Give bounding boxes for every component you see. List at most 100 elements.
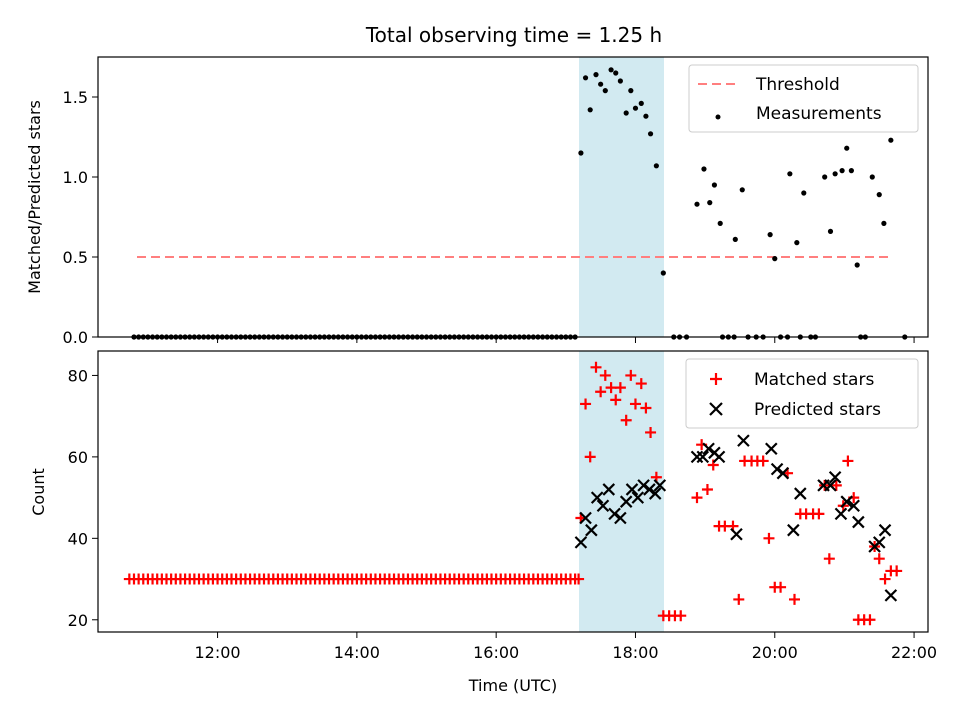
measurement-point (888, 137, 894, 143)
measurement-point (732, 236, 738, 242)
measurement-point (602, 88, 608, 94)
measurement-point (587, 107, 593, 113)
measurement-point (707, 200, 713, 206)
matched-star-point (873, 553, 885, 565)
matched-star-point (775, 581, 787, 593)
bottom-x-tick-label: 14:00 (334, 643, 380, 662)
measurements-legend-swatch (715, 114, 721, 120)
measurement-point (767, 232, 773, 238)
predicted-star-point (712, 450, 726, 464)
matched-star-point (763, 532, 775, 544)
measurements-legend-label: Measurements (756, 104, 882, 124)
predicted-star-point (824, 479, 837, 492)
matched-star-point (823, 553, 835, 565)
bottom-legend: Matched stars Predicted stars (685, 358, 919, 429)
predicted-star-point (602, 483, 616, 496)
matched-star-point (757, 455, 769, 467)
predicted-star-point (794, 487, 807, 500)
top-y-tick-label: 1.5 (63, 88, 88, 107)
matched-star-point (701, 483, 713, 495)
measurement-point (839, 168, 845, 174)
measurement-point (787, 171, 793, 177)
bottom-x-tick-label: 20:00 (752, 643, 798, 662)
predicted-star-point (787, 523, 800, 537)
predicted-star-point (884, 589, 898, 602)
predicted-star-point (648, 487, 662, 500)
predicted-star-point (872, 536, 886, 549)
predicted-star-point (637, 479, 650, 492)
bottom-y-tick-label: 40 (68, 529, 88, 548)
predicted-star-point (847, 499, 860, 513)
bottom-x-tick-label: 18:00 (612, 643, 658, 662)
matched-legend-label: Matched stars (754, 370, 874, 390)
threshold-legend-label: Threshold (755, 75, 840, 95)
measurement-point (827, 228, 834, 234)
predicted-star-point (765, 442, 778, 456)
measurement-point (772, 256, 778, 262)
top-legend: Threshold Measurements (688, 64, 919, 133)
matched-star-point (789, 593, 801, 605)
predicted-star-point (770, 462, 784, 476)
matched-star-point (691, 492, 703, 504)
predicted-star-point (614, 511, 627, 525)
predicted-star-point (625, 483, 639, 496)
matched-star-point (584, 451, 596, 463)
measurement-point (822, 174, 828, 180)
predicted-star-point (631, 491, 645, 504)
predicted-star-point (619, 495, 633, 508)
measurement-point (876, 192, 882, 198)
matched-star-point (573, 573, 585, 585)
matched-star-point (813, 508, 825, 520)
top-legend-box (688, 64, 919, 133)
measurement-point (801, 190, 807, 196)
measurement-point (647, 131, 654, 137)
predicted-star-point (696, 450, 710, 464)
bottom-y-tick-label: 20 (68, 611, 88, 630)
top-y-ticks: 0.0 0.5 1.0 1.5 (63, 88, 98, 347)
matched-star-point (842, 455, 854, 467)
predicted-star-point (730, 527, 743, 541)
predicted-star-point (596, 499, 610, 513)
matched-star-point (580, 398, 592, 410)
bottom-y-axis-label: Count (29, 468, 48, 516)
predicted-star-point (608, 507, 621, 521)
chart-title: Total observing time = 1.25 h (365, 23, 662, 47)
bottom-x-tick-label: 12:00 (195, 643, 241, 662)
matched-star-point (595, 386, 607, 398)
matched-star-point (635, 378, 647, 390)
matched-star-point (675, 610, 687, 622)
measurement-point (794, 240, 800, 246)
bottom-y-tick-label: 80 (68, 366, 88, 385)
predicted-star-point (878, 523, 892, 537)
predicted-star-point (828, 470, 842, 484)
bottom-plot-frame (97, 350, 929, 633)
bottom-x-ticks: 12:00 14:00 16:00 18:00 20:00 22:00 (195, 632, 937, 662)
predicted-star-point (737, 434, 750, 447)
bottom-legend-box (685, 358, 919, 429)
top-x-ticks (217, 337, 915, 343)
predicted-star-point (852, 515, 865, 529)
predicted-star-point (776, 466, 790, 480)
top-y-axis-label: Matched/Predicted stars (25, 100, 44, 294)
measurement-point (739, 187, 745, 193)
measurement-point (632, 105, 639, 111)
measurement-point (608, 67, 614, 73)
matched-star-point (605, 382, 617, 394)
bottom-observing-window (579, 351, 664, 632)
measurement-point (717, 220, 723, 226)
matched-star-point (620, 414, 632, 426)
predicted-star-point (834, 507, 848, 521)
matched-legend-swatch (710, 373, 722, 385)
measurement-point (578, 150, 584, 156)
predicted-star-point (690, 450, 704, 464)
bottom-y-tick-label: 60 (68, 448, 88, 467)
measurement-point (848, 168, 854, 174)
predicted-legend-label: Predicted stars (754, 400, 881, 420)
matched-star-point (864, 614, 876, 626)
bottom-marks (123, 361, 903, 626)
measurement-point (653, 163, 659, 169)
measurement-point (613, 70, 619, 76)
measurement-point (701, 166, 707, 172)
x-axis-label: Time (UTC) (468, 676, 557, 695)
